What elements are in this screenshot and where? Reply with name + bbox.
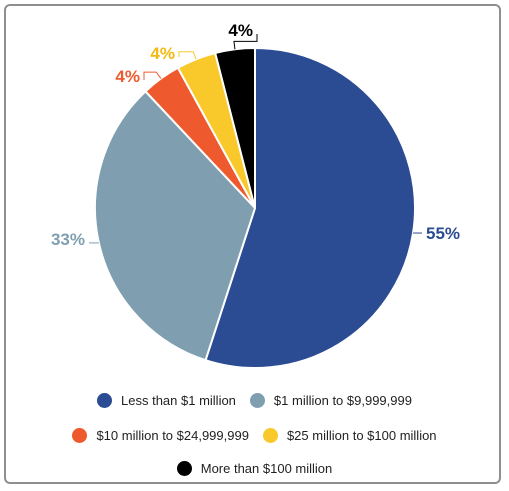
data-label: 55% (426, 224, 460, 243)
data-label: 4% (228, 21, 253, 40)
pie-chart: 55% 33% 4% 4% 4% (51, 21, 460, 369)
legend-item-less-than-1m: Less than $1 million (97, 393, 236, 408)
legend-label: $1 million to $9,999,999 (273, 393, 412, 408)
legend-label: $25 million to $100 million (286, 428, 437, 443)
legend-swatch (262, 428, 278, 443)
leader-line (178, 51, 197, 60)
legend-item-more-than-100m: More than $100 million (176, 461, 333, 476)
legend-label: $10 million to $24,999,999 (96, 428, 249, 443)
legend-swatch (97, 393, 113, 408)
leader-line (143, 71, 162, 80)
data-label: 4% (150, 44, 175, 63)
legend-label: Less than $1 million (121, 393, 236, 408)
legend-row-1: Less than $1 million $1 million to $9,99… (0, 393, 509, 408)
legend-item-25m-to-100m: $25 million to $100 million (262, 428, 437, 443)
legend-row-2: $10 million to $24,999,999 $25 million t… (0, 428, 509, 443)
legend-swatch (176, 461, 192, 476)
legend-label: More than $100 million (200, 461, 333, 476)
legend-item-1m-to-9.9m: $1 million to $9,999,999 (249, 393, 412, 408)
legend-row-3: More than $100 million (0, 461, 509, 476)
data-label: 4% (115, 67, 140, 86)
data-label: 33% (51, 230, 85, 249)
leader-line (233, 34, 258, 50)
legend-swatch (249, 393, 265, 408)
pie-slice (204, 46, 416, 369)
pie-slice (213, 46, 256, 209)
legend-item-10m-to-24.9m: $10 million to $24,999,999 (72, 428, 249, 443)
legend-swatch (72, 428, 88, 443)
